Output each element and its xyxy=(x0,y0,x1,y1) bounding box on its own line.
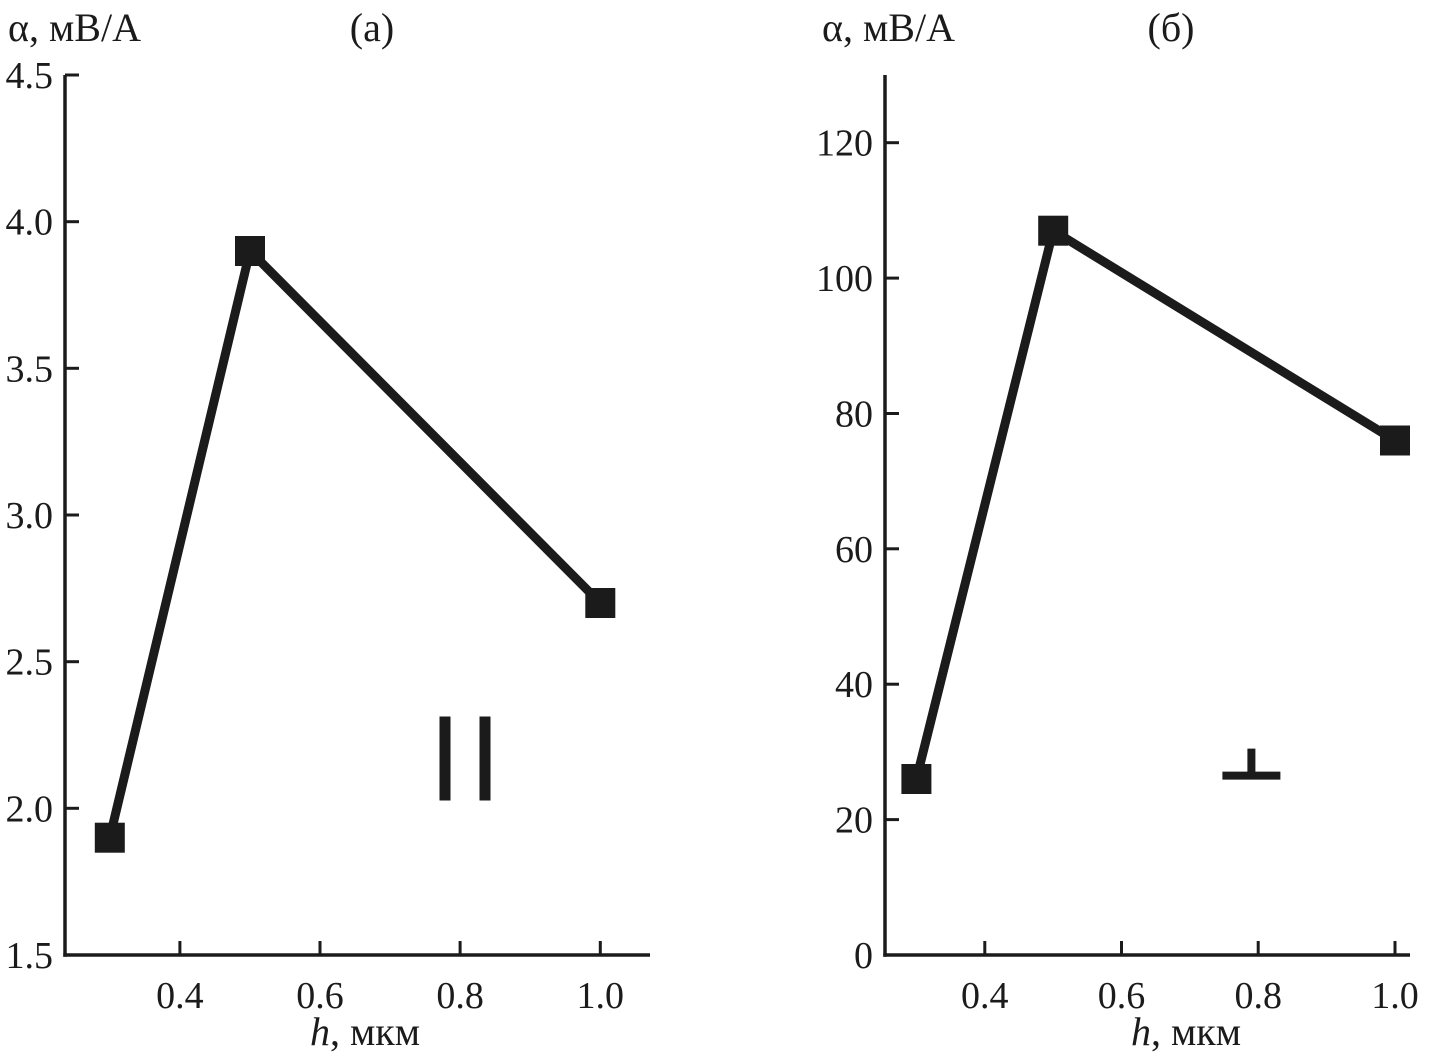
y-tick-label: 4.0 xyxy=(6,202,54,244)
y-tick-label: 2.5 xyxy=(6,642,54,684)
data-marker xyxy=(94,822,125,853)
data-marker xyxy=(585,588,616,618)
data-line xyxy=(912,223,1398,781)
y-tick-label: 2.0 xyxy=(6,788,54,830)
x-tick-label: 0.8 xyxy=(1234,975,1282,1017)
y-tick-label: 60 xyxy=(835,529,873,571)
plot-area-a: 1.5 2.0 2.5 3.0 3.5 4.0 4.5 0.4 0.6 0.8 1.0 xyxy=(6,55,650,1017)
y-tick-label: 20 xyxy=(835,800,873,842)
y-tick-label: 3.0 xyxy=(6,495,54,537)
plot-area-b: 0 20 40 60 80 100 120 0.4 0.6 0.8 1.0 xyxy=(816,75,1419,1017)
y-tick-label: 40 xyxy=(835,664,873,706)
x-tick-label: 0.4 xyxy=(156,975,204,1017)
y-tick-label: 120 xyxy=(816,123,873,165)
x-tick-label: 0.6 xyxy=(1098,975,1146,1017)
panel-a: 1.5 2.0 2.5 3.0 3.5 4.0 4.5 0.4 0.6 0.8 1.0 α, мВ/… xyxy=(6,5,650,1055)
x-axis-variable-a: h xyxy=(309,1009,330,1054)
x-axis-unit-a: , мкм xyxy=(329,1009,421,1054)
y-tick-label: 3.5 xyxy=(6,348,54,390)
x-tick-label: 0.4 xyxy=(961,975,1009,1017)
y-tick-label: 0 xyxy=(854,935,873,977)
data-marker xyxy=(1380,425,1410,456)
panel-label-b: (б) xyxy=(1147,5,1195,50)
x-tick-label: 1.0 xyxy=(577,975,625,1017)
y-axis-label-b: α, мВ/А xyxy=(822,5,955,50)
x-axis-label-a: h, мкм xyxy=(310,1008,420,1055)
y-tick-label: 100 xyxy=(816,258,873,300)
x-axis-variable-b: h xyxy=(1130,1009,1151,1054)
data-line xyxy=(105,242,604,839)
x-axis-label-b: h, мкм xyxy=(1131,1008,1241,1055)
y-tick-label: 80 xyxy=(835,394,873,436)
y-tick-label: 4.5 xyxy=(6,55,54,97)
x-tick-label: 1.0 xyxy=(1371,975,1419,1017)
data-marker xyxy=(901,764,932,794)
data-marker xyxy=(1038,215,1069,246)
x-tick-label: 0.6 xyxy=(296,975,344,1017)
panel-label-a: (а) xyxy=(349,5,395,50)
x-tick-label: 0.8 xyxy=(436,975,484,1017)
y-axis-label-a: α, мВ/А xyxy=(8,5,141,50)
data-marker xyxy=(235,236,265,266)
y-tick-label: 1.5 xyxy=(6,935,54,977)
panel-b: 0 20 40 60 80 100 120 0.4 0.6 0.8 1.0 α, мВ/А (б) … xyxy=(716,0,1432,1063)
x-axis-unit-b: , мкм xyxy=(1150,1009,1242,1054)
